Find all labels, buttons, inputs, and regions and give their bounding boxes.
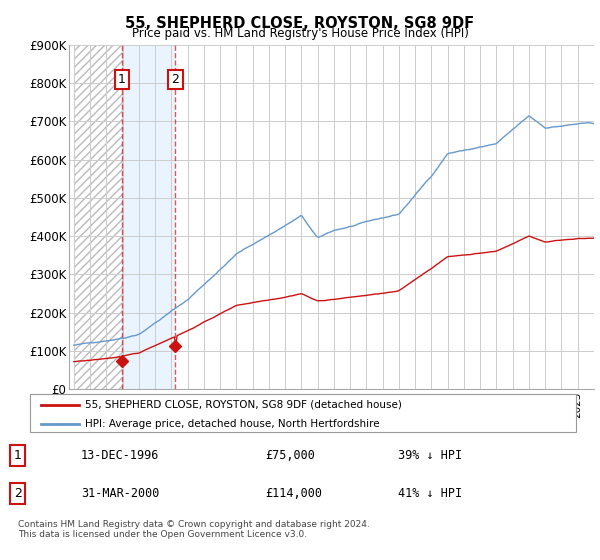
Text: 31-MAR-2000: 31-MAR-2000 [81,487,160,500]
Text: 2: 2 [172,73,179,86]
Bar [122,45,175,389]
Text: 13-DEC-1996: 13-DEC-1996 [81,449,160,462]
Text: 1: 1 [118,73,126,86]
Text: Contains HM Land Registry data © Crown copyright and database right 2024.
This d: Contains HM Land Registry data © Crown c… [18,520,370,539]
Text: 39% ↓ HPI: 39% ↓ HPI [398,449,462,462]
Text: 2: 2 [14,487,22,500]
Text: £114,000: £114,000 [265,487,322,500]
Text: 55, SHEPHERD CLOSE, ROYSTON, SG8 9DF (detached house): 55, SHEPHERD CLOSE, ROYSTON, SG8 9DF (de… [85,400,401,410]
Bar [74,45,122,389]
Text: 1: 1 [14,449,22,462]
Text: 55, SHEPHERD CLOSE, ROYSTON, SG8 9DF: 55, SHEPHERD CLOSE, ROYSTON, SG8 9DF [125,16,475,31]
Text: £75,000: £75,000 [265,449,316,462]
FancyBboxPatch shape [30,394,576,432]
Text: Price paid vs. HM Land Registry's House Price Index (HPI): Price paid vs. HM Land Registry's House … [131,27,469,40]
Text: HPI: Average price, detached house, North Hertfordshire: HPI: Average price, detached house, Nort… [85,419,379,429]
Text: 41% ↓ HPI: 41% ↓ HPI [398,487,462,500]
